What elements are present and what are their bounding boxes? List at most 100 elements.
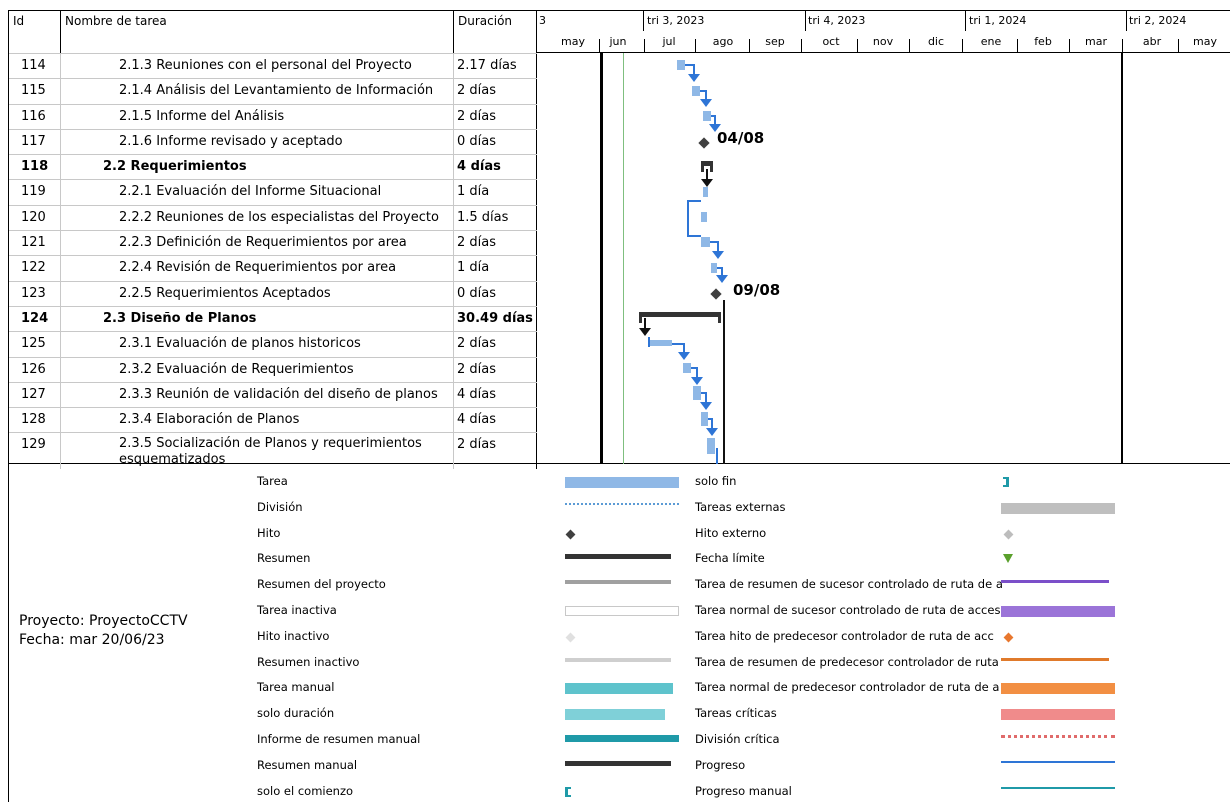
task-id: 119 (9, 180, 61, 205)
table-row[interactable]: 119 2.2.1 Evaluación del Informe Situacio… (9, 179, 537, 205)
milestone-123[interactable] (710, 288, 722, 300)
task-bar-128[interactable] (701, 412, 708, 426)
status-date-line (623, 53, 624, 464)
link-arrow (706, 428, 718, 436)
table-row[interactable]: 123 2.2.5 Requerimientos Aceptados 0 días (9, 280, 537, 306)
header-id[interactable]: Id (9, 11, 61, 53)
month-label: abr (1142, 35, 1162, 48)
task-bar-119[interactable] (703, 187, 708, 197)
legend-label: Tareas críticas (695, 706, 777, 721)
link-arrow (678, 352, 690, 360)
legend-label: División (257, 499, 303, 514)
task-duration: 1 día (454, 180, 537, 205)
task-duration: 2 días (454, 231, 537, 256)
legend-symbol (1001, 786, 1115, 789)
table-row[interactable]: 117 2.1.6 Informe revisado y aceptado 0 dí… (9, 128, 537, 155)
legend-symbol (1001, 657, 1109, 666)
month-label: jul (662, 35, 676, 48)
table-row[interactable]: 120 2.2.2 Reuniones de los especialistas … (9, 204, 537, 231)
milestone-date: 09/08 (733, 281, 781, 299)
legend-symbol (565, 502, 679, 505)
legend-label: Tarea normal de predecesor controlador d… (695, 680, 1000, 695)
legend-symbol (1001, 580, 1109, 588)
task-bar-122[interactable] (711, 263, 717, 273)
task-bar-121[interactable] (701, 237, 710, 247)
task-id: 115 (9, 79, 61, 104)
link-arrow (639, 328, 651, 336)
milestone-117[interactable] (698, 137, 710, 149)
task-id: 129 (9, 433, 61, 470)
task-duration: 2 días (454, 79, 537, 104)
table-row[interactable]: 128 2.3.4 Elaboración de Planos 4 días (9, 407, 537, 433)
task-id: 124 (9, 306, 61, 332)
table-row[interactable]: 125 2.3.1 Evaluación de planos historicos… (9, 331, 537, 357)
table-row[interactable]: 122 2.2.4 Revisión de Requerimientos por … (9, 255, 537, 281)
task-name: 2.2.1 Evaluación del Informe Situacional (61, 180, 454, 205)
legend-label: Tarea de resumen de sucesor controlado d… (695, 577, 1003, 592)
month-label: nov (872, 35, 894, 48)
legend-symbol (565, 529, 576, 540)
legend-label: Tarea hito de predecesor controlador de … (695, 628, 994, 643)
task-duration: 0 días (454, 281, 537, 306)
task-duration: 4 días (454, 155, 537, 180)
summary-bar-118[interactable] (701, 161, 713, 166)
link-arrow (716, 275, 728, 283)
table-row[interactable]: 124 2.3 Diseño de Planos 30.49 días (9, 305, 537, 332)
link-arrow (701, 179, 713, 187)
table-row[interactable]: 129 2.3.5 Socialización de Planos y reque… (9, 432, 537, 470)
table-row[interactable]: 116 2.1.5 Informe del Análisis 2 días (9, 103, 537, 129)
legend-panel: Proyecto: ProyectoCCTV Fecha: mar 20/06/… (8, 464, 1230, 802)
task-bar-126[interactable] (683, 363, 691, 373)
table-row[interactable]: 127 2.3.3 Reunión de validación del diseñ… (9, 381, 537, 408)
task-name: 2.1.6 Informe revisado y aceptado (61, 129, 454, 155)
legend-symbol (1003, 477, 1009, 487)
month-label: ago (712, 35, 734, 48)
legend-label: Hito externo (695, 525, 767, 540)
legend-symbol (1001, 502, 1115, 514)
month-label: sep (765, 35, 785, 48)
header-task-name[interactable]: Nombre de tarea (61, 11, 454, 53)
task-name: 2.1.4 Análisis del Levantamiento de Info… (61, 79, 454, 104)
task-duration: 2 días (454, 433, 537, 470)
legend-label: Fecha límite (695, 551, 765, 566)
legend-label: Progreso manual (695, 783, 792, 798)
task-id: 123 (9, 281, 61, 306)
task-bar-120[interactable] (701, 212, 707, 222)
task-duration: 1.5 días (454, 205, 537, 231)
legend-symbol (1003, 529, 1014, 540)
legend-symbol (1003, 554, 1013, 564)
legend-label: Tarea manual (257, 680, 335, 695)
month-label: oct (822, 35, 840, 48)
task-id: 127 (9, 382, 61, 408)
legend-symbol (565, 683, 673, 695)
legend-label: Hito inactivo (257, 628, 330, 643)
task-bar-125[interactable] (650, 340, 672, 346)
table-row[interactable]: 118 2.2 Requerimientos 4 días (9, 154, 537, 180)
legend-label: Progreso (695, 757, 746, 772)
task-name: 2.2.2 Reuniones de los especialistas del… (61, 205, 454, 231)
legend-label: Tarea de resumen de predecesor controlad… (695, 654, 999, 669)
legend-label: Tarea inactiva (257, 603, 337, 617)
table-row[interactable]: 114 2.1.3 Reuniones con el personal del P… (9, 53, 537, 79)
header-duration[interactable]: Duración (454, 11, 537, 53)
task-id: 128 (9, 408, 61, 433)
project-name: Proyecto: ProyectoCCTV (19, 613, 188, 629)
task-bar-116[interactable] (703, 111, 711, 121)
legend-label: solo duración (257, 706, 335, 721)
task-bar-115[interactable] (692, 86, 700, 96)
legend-symbol (565, 632, 576, 643)
summary-bar-124[interactable] (639, 312, 721, 317)
task-name: 2.3.5 Socialización de Planos y requerim… (61, 433, 454, 470)
task-bar-114[interactable] (677, 60, 685, 70)
table-row[interactable]: 115 2.1.4 Análisis del Levantamiento de I… (9, 78, 537, 104)
month-label: may (561, 35, 585, 48)
link-arrow (688, 74, 700, 82)
task-id: 125 (9, 332, 61, 357)
legend-symbol (565, 657, 671, 662)
table-row[interactable]: 126 2.3.2 Evaluación de Requerimientos 2 d… (9, 356, 537, 382)
table-row[interactable]: 121 2.2.3 Definición de Requerimientos po… (9, 230, 537, 256)
task-name: 2.3.3 Reunión de validación del diseño d… (61, 382, 454, 408)
task-bar-127[interactable] (693, 386, 701, 400)
task-bar-129[interactable] (707, 438, 715, 454)
task-duration: 2.17 días (454, 54, 537, 79)
